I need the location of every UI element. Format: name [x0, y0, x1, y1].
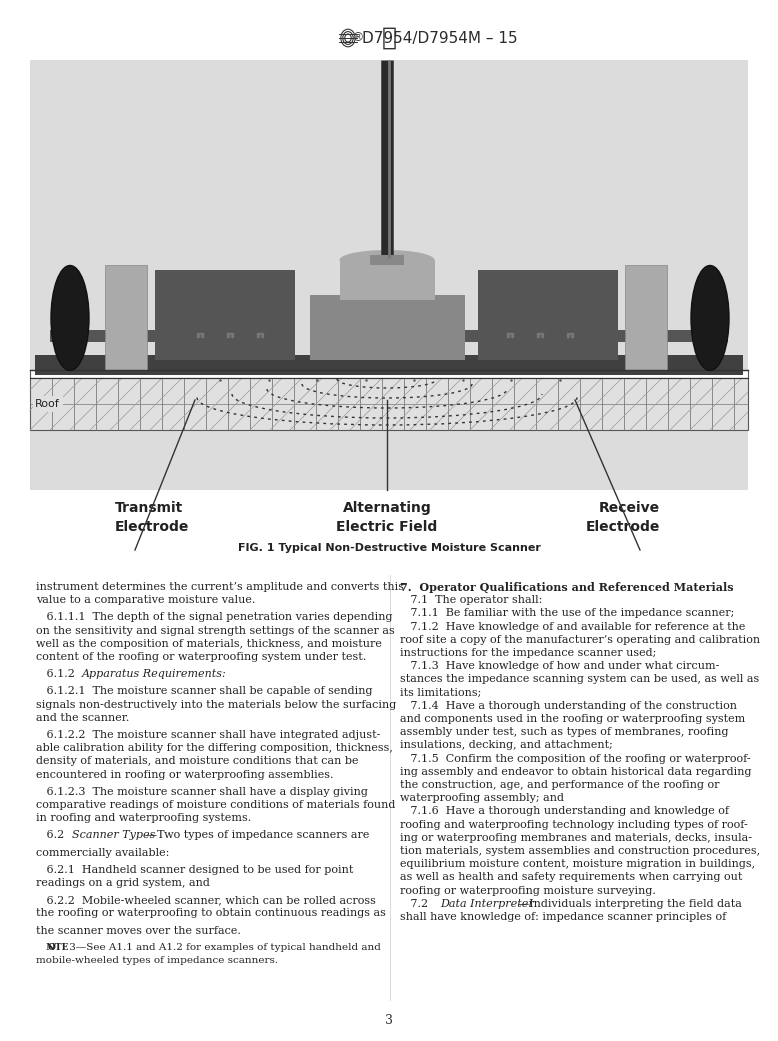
Text: Ⓜ: Ⓜ [381, 26, 397, 50]
Text: Electric Field: Electric Field [336, 520, 437, 534]
Text: insulations, decking, and attachment;: insulations, decking, and attachment; [400, 740, 613, 751]
Text: 6.2.1  Handheld scanner designed to be used for point: 6.2.1 Handheld scanner designed to be us… [36, 865, 353, 874]
Text: —Two types of impedance scanners are: —Two types of impedance scanners are [146, 831, 370, 840]
Text: Electrode: Electrode [115, 520, 189, 534]
Text: roofing or waterproofing moisture surveying.: roofing or waterproofing moisture survey… [400, 886, 656, 895]
Text: mobile-wheeled types of impedance scanners.: mobile-wheeled types of impedance scanne… [36, 956, 278, 965]
Text: roofing and waterproofing technology including types of roof-: roofing and waterproofing technology inc… [400, 819, 748, 830]
Text: 6.1.2.2  The moisture scanner shall have integrated adjust-: 6.1.2.2 The moisture scanner shall have … [36, 730, 380, 740]
Text: comparative readings of moisture conditions of materials found: comparative readings of moisture conditi… [36, 799, 395, 810]
Text: FIG. 1 Typical Non-Destructive Moisture Scanner: FIG. 1 Typical Non-Destructive Moisture … [237, 543, 541, 553]
Text: well as the composition of materials, thickness, and moisture: well as the composition of materials, th… [36, 639, 382, 649]
Bar [566, 332, 574, 338]
Text: stances the impedance scanning system can be used, as well as: stances the impedance scanning system ca… [400, 675, 759, 684]
Bar [310, 295, 465, 360]
Text: waterproofing assembly; and: waterproofing assembly; and [400, 793, 564, 804]
Text: OTE: OTE [48, 943, 69, 951]
Text: D7954/D7954M – 15: D7954/D7954M – 15 [362, 30, 517, 46]
Bar [30, 378, 748, 430]
Text: Alternating: Alternating [342, 501, 431, 515]
Text: the scanner moves over the surface.: the scanner moves over the surface. [36, 925, 241, 936]
Text: 6.1.1.1  The depth of the signal penetration varies depending: 6.1.1.1 The depth of the signal penetrat… [36, 612, 392, 623]
Text: encountered in roofing or waterproofing assemblies.: encountered in roofing or waterproofing … [36, 769, 334, 780]
Text: ing or waterproofing membranes and materials, decks, insula-: ing or waterproofing membranes and mater… [400, 833, 752, 843]
Text: on the sensitivity and signal strength settings of the scanner as: on the sensitivity and signal strength s… [36, 626, 394, 636]
Text: 7.2: 7.2 [400, 898, 435, 909]
Bar [625, 265, 667, 370]
Bar [50, 330, 295, 342]
Text: 6.2.2  Mobile-wheeled scanner, which can be rolled across: 6.2.2 Mobile-wheeled scanner, which can … [36, 895, 376, 906]
Text: 7.1.6  Have a thorough understanding and knowledge of: 7.1.6 Have a thorough understanding and … [400, 807, 729, 816]
Text: Transmit: Transmit [115, 501, 184, 515]
Text: roof site a copy of the manufacturer’s operating and calibration: roof site a copy of the manufacturer’s o… [400, 635, 760, 644]
Text: shall have knowledge of: impedance scanner principles of: shall have knowledge of: impedance scann… [400, 912, 726, 922]
Bar [105, 265, 147, 370]
Text: and components used in the roofing or waterproofing system: and components used in the roofing or wa… [400, 714, 745, 723]
Bar [506, 332, 514, 338]
Text: 6.2: 6.2 [36, 831, 72, 840]
Text: 7.1  The operator shall:: 7.1 The operator shall: [400, 595, 542, 605]
Text: as well as health and safety requirements when carrying out: as well as health and safety requirement… [400, 872, 742, 883]
Text: Apparatus Requirements:: Apparatus Requirements: [82, 669, 226, 679]
Text: 7.  Operator Qualifications and Referenced Materials: 7. Operator Qualifications and Reference… [400, 582, 734, 593]
Text: able calibration ability for the differing composition, thickness,: able calibration ability for the differi… [36, 743, 393, 754]
Text: 3—See A1.1 and A1.2 for examples of typical handheld and: 3—See A1.1 and A1.2 for examples of typi… [66, 943, 381, 951]
Bar [33, 396, 63, 412]
Text: 7.1.1  Be familiar with the use of the impedance scanner;: 7.1.1 Be familiar with the use of the im… [400, 608, 734, 618]
Text: 6.1.2: 6.1.2 [36, 669, 82, 679]
Bar [35, 355, 743, 375]
Text: 7.1.2  Have knowledge of and available for reference at the: 7.1.2 Have knowledge of and available fo… [400, 621, 745, 632]
Text: Data Interpreter: Data Interpreter [440, 898, 534, 909]
Text: equilibrium moisture content, moisture migration in buildings,: equilibrium moisture content, moisture m… [400, 859, 755, 869]
Text: —Individuals interpreting the field data: —Individuals interpreting the field data [518, 898, 742, 909]
Text: value to a comparative moisture value.: value to a comparative moisture value. [36, 595, 255, 605]
Bar [340, 260, 435, 300]
Text: the roofing or waterproofing to obtain continuous readings as: the roofing or waterproofing to obtain c… [36, 909, 386, 918]
Text: 7.1.5  Confirm the composition of the roofing or waterproof-: 7.1.5 Confirm the composition of the roo… [400, 754, 751, 764]
Text: N: N [36, 943, 55, 951]
Bar [30, 60, 748, 490]
Text: instrument determines the current’s amplitude and converts this: instrument determines the current’s ampl… [36, 582, 404, 592]
Text: tion materials, system assemblies and construction procedures,: tion materials, system assemblies and co… [400, 846, 760, 856]
Ellipse shape [691, 265, 729, 371]
Text: 7.1.3  Have knowledge of how and under what circum-: 7.1.3 Have knowledge of how and under wh… [400, 661, 720, 671]
Bar [196, 332, 204, 338]
Text: the construction, age, and performance of the roofing or: the construction, age, and performance o… [400, 780, 720, 790]
Text: instructions for the impedance scanner used;: instructions for the impedance scanner u… [400, 648, 657, 658]
Text: Electrode: Electrode [586, 520, 660, 534]
Text: and the scanner.: and the scanner. [36, 713, 129, 722]
Text: content of the roofing or waterproofing system under test.: content of the roofing or waterproofing … [36, 652, 366, 662]
Text: ing assembly and endeavor to obtain historical data regarding: ing assembly and endeavor to obtain hist… [400, 767, 752, 777]
Text: 7.1.4  Have a thorough understanding of the construction: 7.1.4 Have a thorough understanding of t… [400, 701, 737, 711]
Text: 6.1.2.1  The moisture scanner shall be capable of sending: 6.1.2.1 The moisture scanner shall be ca… [36, 686, 373, 696]
Ellipse shape [339, 250, 434, 270]
Text: Scanner Types: Scanner Types [72, 831, 156, 840]
Bar [226, 332, 234, 338]
Bar [536, 332, 544, 338]
Text: readings on a grid system, and: readings on a grid system, and [36, 878, 210, 888]
Text: 3: 3 [385, 1014, 393, 1026]
Text: ®: ® [352, 31, 364, 45]
Bar [462, 330, 728, 342]
Text: density of materials, and moisture conditions that can be: density of materials, and moisture condi… [36, 757, 359, 766]
Ellipse shape [51, 265, 89, 371]
Bar [30, 370, 748, 378]
Bar [155, 270, 295, 360]
Text: signals non-destructively into the materials below the surfacing: signals non-destructively into the mater… [36, 700, 396, 710]
Text: Roof: Roof [35, 399, 60, 409]
Text: commercially available:: commercially available: [36, 847, 170, 858]
Bar [256, 332, 264, 338]
Text: its limitations;: its limitations; [400, 688, 482, 697]
Bar [370, 255, 404, 265]
Text: assembly under test, such as types of membranes, roofing: assembly under test, such as types of me… [400, 728, 728, 737]
Bar [478, 270, 618, 360]
Text: 6.1.2.3  The moisture scanner shall have a display giving: 6.1.2.3 The moisture scanner shall have … [36, 787, 368, 796]
Text: Receive: Receive [599, 501, 660, 515]
Text: in roofing and waterproofing systems.: in roofing and waterproofing systems. [36, 813, 251, 823]
